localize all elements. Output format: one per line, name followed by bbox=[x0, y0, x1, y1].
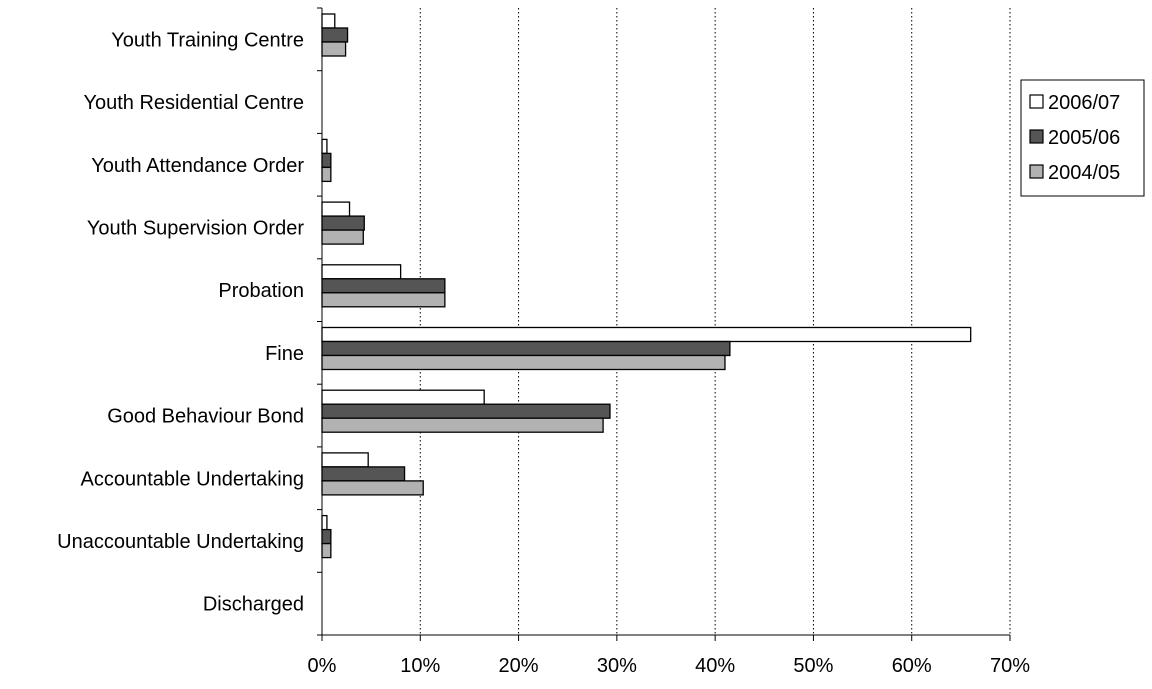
legend: 2006/07 2005/06 2004/05 bbox=[1020, 79, 1145, 197]
bar-youth-supervision-order-2004-05 bbox=[321, 229, 364, 245]
x-tick-label: 70% bbox=[990, 655, 1030, 677]
x-tick-labels: 0% 10% 20% 30% 40% 50% 60% 70% bbox=[308, 655, 1031, 677]
x-tick-label: 30% bbox=[597, 655, 637, 677]
legend-swatch-2004-05 bbox=[1029, 164, 1044, 179]
bar-group-fine bbox=[321, 326, 972, 371]
category-label-good-behaviour-bond: Good Behaviour Bond bbox=[107, 406, 304, 428]
bar-group-youth-training-centre bbox=[321, 13, 349, 57]
bar-youth-attendance-order-2005-06 bbox=[321, 152, 332, 169]
bar-probation-2004-05 bbox=[321, 292, 446, 308]
bar-good-behaviour-bond-2005-06 bbox=[321, 403, 611, 419]
legend-label-2006-07: 2006/07 bbox=[1048, 92, 1120, 114]
bar-unaccountable-undertaking-2006-07 bbox=[321, 514, 328, 531]
category-label-accountable-undertaking: Accountable Undertaking bbox=[81, 468, 304, 490]
x-tick-label: 50% bbox=[793, 655, 833, 677]
category-label-probation: Probation bbox=[218, 280, 304, 302]
bar-unaccountable-undertaking-2004-05 bbox=[321, 542, 332, 559]
legend-swatch-2006-07 bbox=[1029, 94, 1044, 109]
bar-probation-2005-06 bbox=[321, 278, 446, 294]
x-tick-label: 20% bbox=[499, 655, 539, 677]
category-label-unaccountable-undertaking: Unaccountable Undertaking bbox=[57, 531, 304, 553]
legend-label-2005-06: 2005/06 bbox=[1048, 127, 1120, 149]
x-tick-label: 10% bbox=[400, 655, 440, 677]
bar-group-accountable-undertaking bbox=[321, 452, 424, 496]
category-label-youth-attendance-order: Youth Attendance Order bbox=[91, 155, 304, 177]
axes bbox=[317, 7, 1011, 641]
bar-group-youth-attendance-order bbox=[321, 138, 332, 183]
legend-label-2004-05: 2004/05 bbox=[1048, 162, 1120, 184]
category-label-fine: Fine bbox=[265, 343, 304, 365]
bar-group-good-behaviour-bond bbox=[321, 389, 611, 433]
bar-youth-training-centre-2006-07 bbox=[321, 13, 336, 29]
bars bbox=[321, 13, 972, 559]
bar-accountable-undertaking-2005-06 bbox=[321, 466, 406, 482]
bar-group-probation bbox=[321, 264, 446, 308]
category-label-youth-supervision-order: Youth Supervision Order bbox=[87, 217, 305, 239]
category-label-youth-training-centre: Youth Training Centre bbox=[111, 29, 304, 51]
bar-youth-training-centre-2004-05 bbox=[321, 41, 347, 57]
bar-unaccountable-undertaking-2005-06 bbox=[321, 528, 332, 545]
bar-group-unaccountable-undertaking bbox=[321, 514, 332, 559]
bar-good-behaviour-bond-2006-07 bbox=[321, 389, 485, 405]
bar-accountable-undertaking-2006-07 bbox=[321, 452, 369, 468]
bar-probation-2006-07 bbox=[321, 264, 402, 280]
bar-youth-supervision-order-2005-06 bbox=[321, 215, 365, 231]
bar-accountable-undertaking-2004-05 bbox=[321, 480, 424, 496]
x-tick-label: 40% bbox=[695, 655, 735, 677]
legend-swatch-2005-06 bbox=[1029, 129, 1044, 144]
bar-group-youth-supervision-order bbox=[321, 201, 365, 245]
bar-fine-2004-05 bbox=[321, 354, 726, 371]
bar-youth-attendance-order-2006-07 bbox=[321, 138, 328, 155]
bar-youth-supervision-order-2006-07 bbox=[321, 201, 351, 217]
category-label-discharged: Discharged bbox=[203, 594, 304, 616]
category-labels: Youth Training Centre Youth Residential C… bbox=[57, 29, 304, 615]
bar-good-behaviour-bond-2004-05 bbox=[321, 417, 604, 433]
bar-youth-attendance-order-2004-05 bbox=[321, 166, 332, 183]
category-label-youth-residential-centre: Youth Residential Centre bbox=[83, 92, 304, 114]
gridlines bbox=[419, 8, 1011, 635]
bar-youth-training-centre-2005-06 bbox=[321, 27, 349, 43]
x-tick-label: 60% bbox=[892, 655, 932, 677]
bar-fine-2005-06 bbox=[321, 340, 731, 357]
bar-fine-2006-07 bbox=[321, 326, 972, 343]
x-tick-label: 0% bbox=[308, 655, 337, 677]
